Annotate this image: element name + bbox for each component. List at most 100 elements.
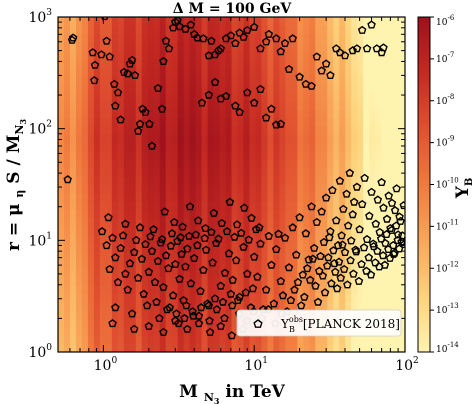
heatmap-cell — [129, 17, 137, 26]
heatmap-cell — [189, 75, 197, 85]
heatmap-cell — [249, 343, 257, 352]
data-point — [145, 119, 154, 128]
heatmap-cell — [99, 301, 107, 311]
data-point — [164, 44, 174, 53]
heatmap-cell — [69, 25, 77, 35]
heatmap-cell — [141, 201, 149, 211]
heatmap-cell — [369, 176, 376, 186]
colorbar-gradient — [417, 16, 431, 353]
heatmap-cell — [69, 243, 77, 253]
heatmap-cell — [345, 176, 352, 186]
heatmap-cell — [225, 67, 233, 77]
heatmap-cell — [267, 33, 274, 43]
heatmap-cell — [393, 100, 400, 110]
heatmap-cell — [153, 84, 161, 93]
heatmap-cell — [189, 192, 197, 202]
heatmap-cell — [315, 33, 322, 43]
heatmap-cell — [165, 318, 173, 328]
heatmap-cell — [75, 310, 83, 320]
heatmap-cell — [243, 226, 251, 236]
heatmap-cell — [87, 58, 95, 68]
heatmap-cell — [267, 192, 274, 202]
heatmap-cell — [189, 109, 197, 119]
heatmap-cell — [111, 285, 119, 294]
heatmap-cell — [195, 67, 203, 77]
heatmap-cell — [201, 58, 209, 68]
heatmap-cell — [291, 335, 298, 345]
heatmap-cell — [165, 201, 173, 211]
heatmap-cell — [129, 285, 137, 294]
x-tick-label: 102 — [395, 356, 419, 374]
heatmap-cell — [339, 109, 346, 119]
data-point — [216, 281, 226, 290]
heatmap-cell — [117, 25, 125, 35]
heatmap-cell — [63, 167, 71, 177]
heatmap-cell — [93, 226, 101, 236]
heatmap-cell — [237, 167, 245, 177]
data-point — [90, 60, 100, 69]
data-point — [121, 269, 130, 278]
heatmap-cell — [303, 251, 310, 261]
heatmap-cell — [117, 142, 125, 152]
heatmap-cell — [345, 17, 352, 26]
heatmap-cell — [207, 293, 215, 303]
heatmap-cell — [69, 125, 77, 135]
heatmap-cell — [159, 201, 167, 211]
heatmap-cell — [381, 67, 388, 77]
data-point — [177, 249, 186, 258]
heatmap-cell — [58, 167, 65, 177]
heatmap-cell — [195, 276, 203, 286]
heatmap-cell — [141, 50, 149, 60]
heatmap-cell — [309, 176, 316, 186]
heatmap-cell — [363, 17, 370, 26]
heatmap-cell — [285, 234, 292, 244]
heatmap-cell — [213, 326, 221, 336]
heatmap-cell — [75, 335, 83, 345]
heatmap-cell — [279, 276, 286, 286]
heatmap-cell — [183, 25, 191, 35]
heatmap-cell — [207, 109, 215, 119]
data-point — [188, 307, 197, 316]
heatmap-cell — [117, 109, 125, 119]
heatmap-cell — [309, 151, 316, 160]
legend-label: Yobs B [PLANCK 2018] — [280, 315, 400, 334]
heatmap-cell — [351, 58, 358, 68]
heatmap-cell — [261, 335, 268, 345]
heatmap-cell — [123, 310, 131, 320]
heatmap-cell — [129, 159, 137, 169]
heatmap-cell — [99, 159, 107, 169]
heatmap-cell — [93, 184, 101, 194]
heatmap-cell — [99, 201, 107, 211]
heatmap-cell — [357, 335, 364, 345]
heatmap-cell — [387, 50, 394, 60]
data-point — [261, 113, 271, 122]
heatmap-cell — [339, 100, 346, 110]
heatmap-cell — [225, 75, 233, 85]
heatmap-cell — [195, 25, 203, 35]
heatmap-cell — [201, 25, 209, 35]
heatmap-cell — [309, 75, 316, 85]
heatmap-cell — [297, 25, 304, 35]
heatmap-cell — [129, 100, 137, 110]
heatmap-cell — [297, 301, 304, 311]
heatmap-cell — [141, 285, 149, 294]
heatmap-cell — [321, 335, 328, 345]
heatmap-cell — [141, 125, 149, 135]
heatmap-cell — [177, 75, 185, 85]
heatmap-cell — [153, 75, 161, 85]
heatmap-cell — [69, 218, 77, 227]
heatmap-cell — [285, 243, 292, 253]
data-point — [400, 239, 405, 249]
heatmap-cell — [87, 201, 95, 211]
heatmap-cell — [189, 167, 197, 177]
heatmap-cell — [105, 343, 113, 352]
heatmap-cell — [141, 151, 149, 160]
heatmap-cell — [63, 226, 71, 236]
heatmap-cell — [219, 134, 227, 144]
heatmap-cell — [111, 201, 119, 211]
heatmap-cell — [93, 301, 101, 311]
heatmap-cell — [309, 167, 316, 177]
heatmap-cell — [147, 50, 155, 60]
heatmap-cell — [171, 75, 179, 85]
heatmap-cell — [279, 209, 286, 219]
